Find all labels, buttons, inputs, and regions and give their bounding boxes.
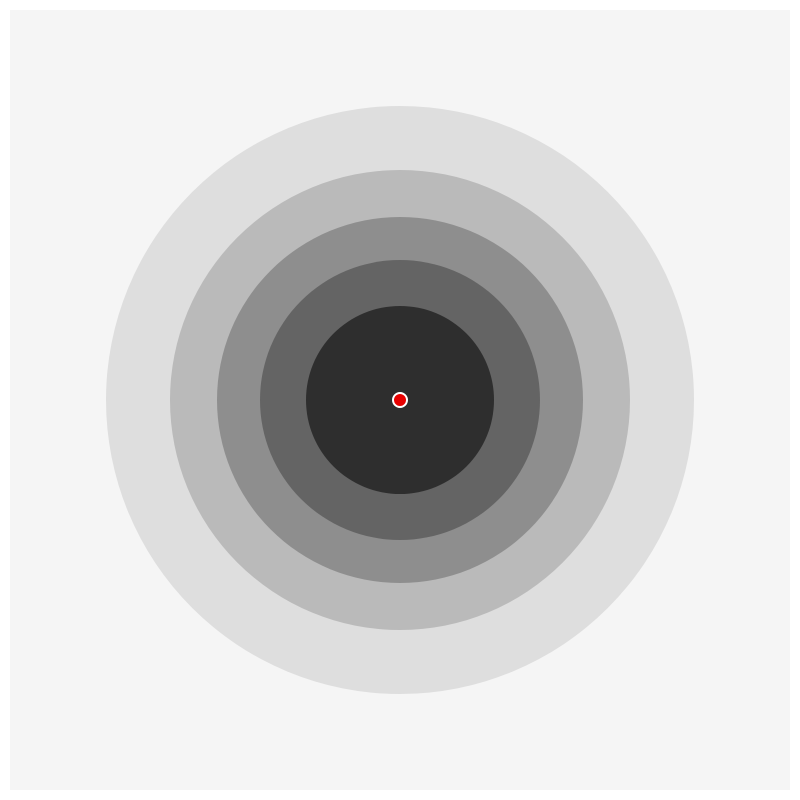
target-panel xyxy=(10,10,790,790)
concentric-target-graphic xyxy=(10,10,790,790)
center-dot-icon xyxy=(392,392,408,408)
